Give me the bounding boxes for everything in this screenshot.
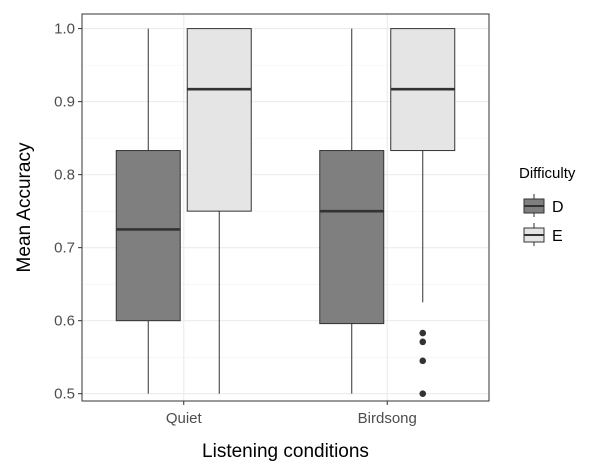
y-tick-label: 0.8 — [54, 167, 75, 184]
y-tick-label: 1.0 — [54, 21, 75, 38]
legend-title: Difficulty — [519, 165, 576, 182]
x-tick-label: Quiet — [166, 410, 203, 427]
box-D-birdsong — [319, 28, 385, 394]
box-body — [319, 150, 385, 325]
y-tick-label: 0.7 — [54, 240, 75, 257]
box-E-quiet — [186, 28, 252, 394]
y-tick-label: 0.5 — [54, 386, 75, 403]
boxes-layer — [115, 28, 456, 397]
box-D-quiet — [115, 28, 181, 394]
outlier-point — [419, 338, 427, 346]
y-axis-title: Mean Accuracy — [14, 142, 35, 272]
x-tick-label: Birdsong — [358, 410, 417, 427]
x-axis: Quiet Birdsong — [166, 401, 417, 427]
legend-label: E — [552, 228, 563, 245]
outlier-point — [419, 329, 427, 337]
x-axis-title: Listening conditions — [202, 441, 369, 462]
legend-label: D — [552, 199, 564, 216]
box-body — [186, 28, 252, 212]
outlier-point — [419, 390, 427, 397]
plot-panel-border — [81, 13, 490, 402]
legend-key-D — [523, 194, 545, 217]
box-E-birdsong — [390, 28, 456, 397]
y-tick-label: 0.9 — [54, 94, 75, 111]
y-tick-label: 0.6 — [54, 313, 75, 330]
box-body — [115, 150, 181, 322]
legend: Difficulty DE — [519, 165, 576, 246]
y-axis: 0.5 0.6 0.7 0.8 0.9 1.0 — [54, 21, 82, 403]
legend-key-E — [523, 223, 545, 246]
outlier-point — [419, 357, 427, 365]
